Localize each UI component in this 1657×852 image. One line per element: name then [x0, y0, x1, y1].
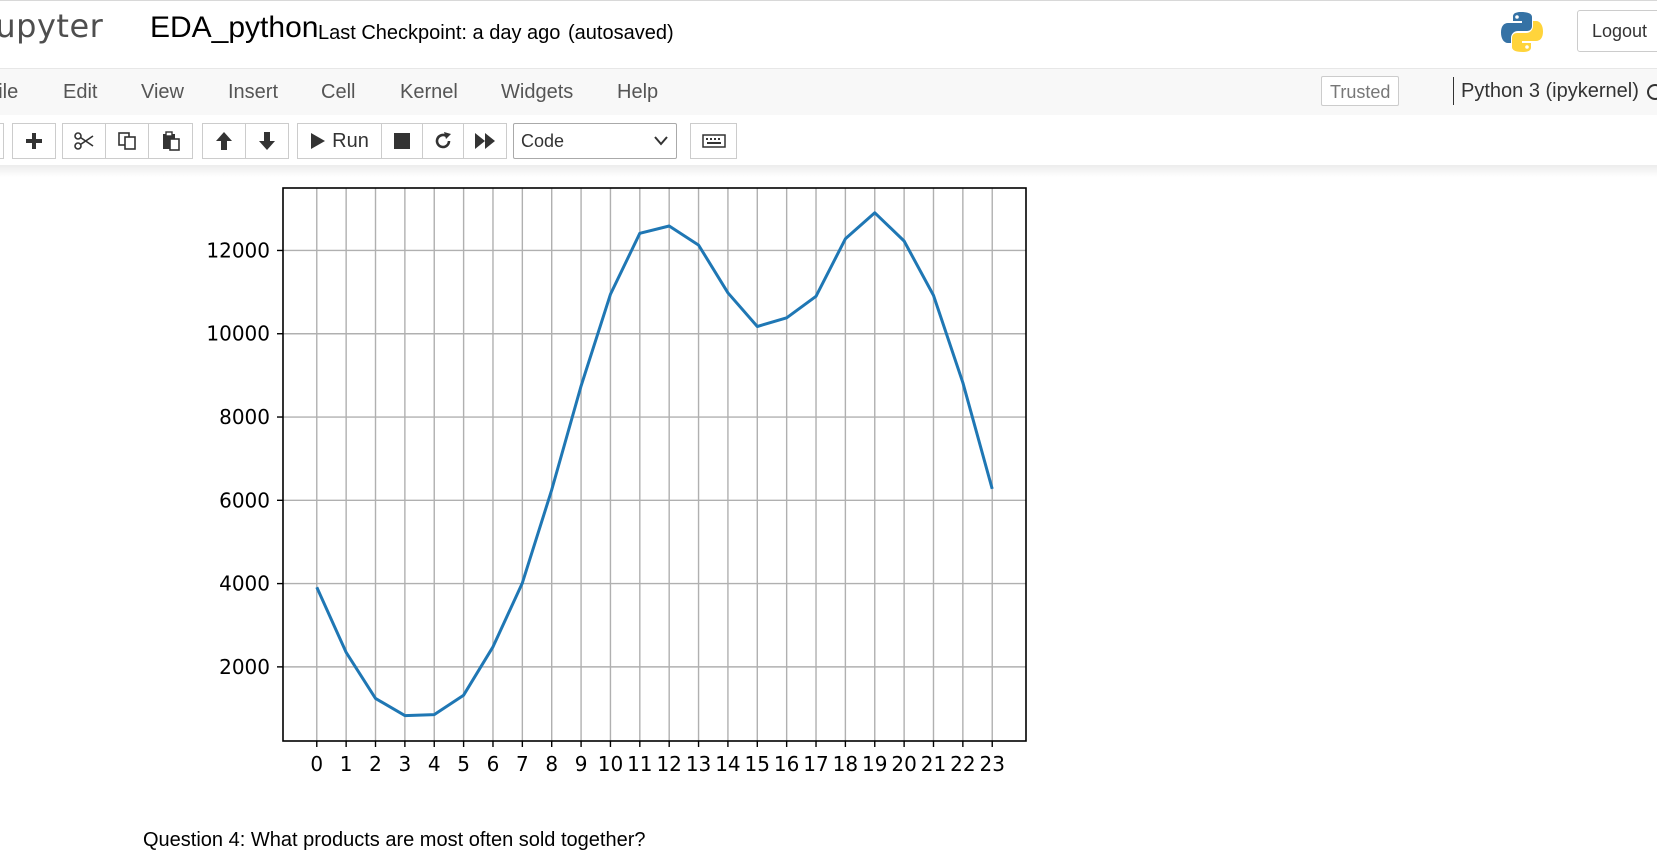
move-up-button[interactable]: [202, 123, 246, 159]
chevron-down-icon: [654, 136, 668, 146]
x-tick-label: 10: [598, 752, 623, 776]
x-axis: 0 1 2 3 4 5 6 7 8 9 10 11 12 13 14 15 16 17 18 19 20 21 22 23: [310, 741, 1005, 776]
command-palette-button[interactable]: [690, 123, 737, 159]
menu-insert[interactable]: Insert: [228, 81, 279, 103]
series-layer: [315, 211, 994, 718]
x-tick-label: 7: [516, 752, 529, 776]
y-tick-label: 4000: [219, 572, 270, 596]
x-tick-label: 13: [686, 752, 711, 776]
menu-cell[interactable]: Cell: [321, 81, 356, 103]
cell-type-select[interactable]: Code: [513, 123, 677, 159]
move-down-button[interactable]: [245, 123, 289, 159]
x-tick-label: 9: [575, 752, 588, 776]
menu-file[interactable]: File: [0, 81, 19, 103]
fast-forward-icon: [475, 133, 495, 149]
insert-cell-button[interactable]: [12, 123, 56, 159]
series-line: [315, 211, 994, 718]
x-tick-label: 6: [487, 752, 500, 776]
menu-edit[interactable]: Edit: [63, 81, 98, 103]
run-button[interactable]: Run: [297, 123, 382, 159]
plot-frame: [282, 187, 1027, 742]
markdown-cell-text: Question 4: What products are most often…: [143, 829, 646, 851]
stop-icon: [394, 133, 410, 149]
toolbar-shadow: [0, 165, 1657, 177]
logout-button[interactable]: Logout: [1577, 10, 1657, 52]
y-tick-label: 12000: [206, 238, 270, 262]
paste-icon: [162, 131, 180, 151]
python-logo-icon: [1501, 12, 1543, 52]
cell-type-value: Code: [521, 131, 565, 151]
paste-button[interactable]: [148, 123, 193, 159]
x-tick-label: 20: [891, 752, 916, 776]
checkpoint-status: Last Checkpoint: a day ago: [318, 22, 561, 44]
notebook-name[interactable]: EDA_python: [150, 11, 319, 44]
x-tick-label: 4: [428, 752, 441, 776]
arrow-down-icon: [259, 132, 275, 150]
restart-icon: [435, 132, 451, 149]
kernel-name[interactable]: Python 3 (ipykernel): [1461, 80, 1639, 102]
cut-button[interactable]: [62, 123, 106, 159]
y-grid: [283, 249, 1026, 668]
x-tick-label: 21: [921, 752, 946, 776]
x-tick-label: 23: [980, 752, 1005, 776]
x-tick-label: 17: [803, 752, 828, 776]
kernel-idle-indicator: [1647, 84, 1657, 100]
x-tick-label: 16: [774, 752, 799, 776]
plus-icon: [26, 133, 42, 149]
line-chart: 0 1 2 3 4 5 6 7 8 9 10 11 12 13 14 15 16 17 18 19 20 21 22 23 2…: [206, 187, 1027, 776]
x-tick-label: 18: [833, 752, 858, 776]
y-tick-label: 2000: [219, 655, 270, 679]
y-tick-label: 10000: [206, 322, 270, 346]
x-tick-label: 11: [627, 752, 652, 776]
x-tick-label: 2: [369, 752, 382, 776]
y-tick-label: 8000: [219, 405, 270, 429]
x-tick-label: 0: [310, 752, 323, 776]
menubar: File Edit View Insert Cell Kernel Widget…: [0, 68, 1657, 116]
menu-kernel[interactable]: Kernel: [400, 81, 458, 103]
menu-widgets[interactable]: Widgets: [501, 81, 574, 103]
x-tick-label: 5: [457, 752, 470, 776]
trusted-badge[interactable]: Trusted: [1321, 76, 1400, 106]
x-tick-label: 1: [340, 752, 353, 776]
x-grid: [316, 188, 993, 741]
x-tick-label: 22: [950, 752, 975, 776]
copy-icon: [118, 132, 136, 150]
kernel-divider: [1453, 77, 1454, 105]
notebook-header: jupyter EDA_python Last Checkpoint: a da…: [0, 0, 1657, 68]
copy-button[interactable]: [105, 123, 149, 159]
menu-help[interactable]: Help: [617, 81, 659, 103]
y-tick-label: 6000: [219, 488, 270, 512]
x-tick-label: 3: [399, 752, 412, 776]
interrupt-kernel-button[interactable]: [381, 123, 423, 159]
play-icon: [311, 133, 326, 149]
y-axis: 2000 4000 6000 8000 10000 12000: [206, 238, 283, 679]
x-tick-label: 15: [745, 752, 770, 776]
keyboard-icon: [701, 134, 726, 148]
scissors-icon: [74, 132, 94, 150]
arrow-up-icon: [216, 132, 232, 150]
restart-kernel-button[interactable]: [422, 123, 464, 159]
toolbar: Run Code: [0, 115, 1657, 165]
menu-view[interactable]: View: [141, 81, 184, 103]
x-tick-label: 12: [656, 752, 681, 776]
jupyter-logo[interactable]: jupyter: [0, 7, 104, 45]
x-tick-label: 8: [545, 752, 558, 776]
restart-run-all-button[interactable]: [463, 123, 507, 159]
save-button[interactable]: [0, 123, 4, 159]
x-tick-label: 14: [715, 752, 740, 776]
run-label: Run: [332, 129, 369, 152]
autosave-status: (autosaved): [568, 22, 674, 44]
x-tick-label: 19: [862, 752, 887, 776]
